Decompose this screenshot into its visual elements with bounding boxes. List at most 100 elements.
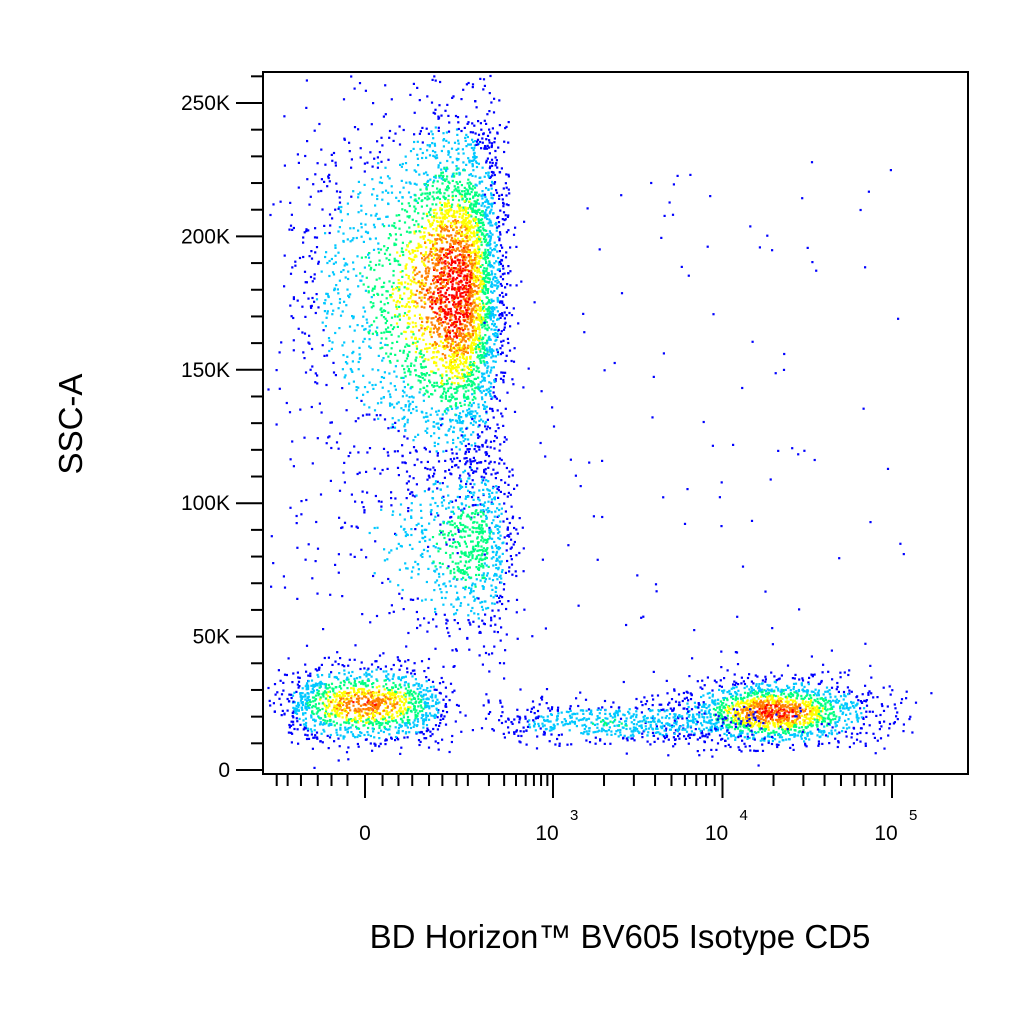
data-point [412,82,415,85]
data-point [423,366,426,369]
data-point [451,520,454,523]
data-point [477,226,480,229]
data-point [478,348,481,351]
data-point [317,190,320,193]
data-point [490,142,494,145]
data-point [512,307,515,310]
data-point [458,300,461,303]
data-point [490,530,493,533]
data-point [449,362,452,366]
data-point [483,175,486,178]
data-point [472,169,475,172]
data-point [459,245,463,248]
data-point [389,361,392,364]
data-point [473,612,476,615]
data-point [427,545,430,548]
data-point [480,233,483,236]
data-point [468,270,471,273]
data-point [488,141,491,144]
data-point [478,193,481,196]
data-point [399,282,402,285]
data-point [445,216,449,219]
data-point [493,141,496,144]
data-point [492,276,495,279]
data-point [390,98,393,101]
data-point [448,520,451,524]
data-point [366,321,369,324]
data-point [446,389,450,393]
data-point [428,252,431,256]
data-point [459,292,462,295]
data-point [473,276,476,279]
data-point [283,164,286,167]
data-point [483,325,486,328]
data-point [452,430,455,434]
data-point [497,489,500,492]
data-point [426,391,429,394]
data-point [332,309,335,312]
data-point [452,605,455,608]
data-point [469,365,473,368]
data-point [460,280,463,283]
data-point [387,311,390,314]
data-point [433,197,436,200]
data-point [406,215,409,218]
data-point [495,573,498,576]
data-point [503,150,506,154]
data-point [420,296,423,299]
data-point [446,522,449,525]
data-point [393,222,396,225]
data-point [339,432,342,435]
data-point [466,182,469,185]
data-point [499,233,502,236]
data-point [443,217,446,220]
data-point [308,255,311,258]
data-point [357,128,360,131]
data-point [439,249,442,252]
data-point [478,298,481,302]
data-point [450,147,454,150]
data-point [392,269,395,273]
data-point [446,485,449,488]
data-point [485,556,488,560]
data-point [454,267,457,270]
data-point [461,248,464,251]
data-point [460,368,463,372]
data-point [476,271,479,274]
data-point [357,360,360,364]
data-point [467,619,470,622]
data-point [459,302,462,306]
data-point [469,304,473,307]
data-point [458,271,461,274]
data-point [439,566,442,569]
data-point [458,192,461,195]
data-point [394,314,397,317]
data-point [441,379,444,382]
data-point [494,245,497,248]
data-point [500,458,503,462]
data-point [294,260,297,263]
data-point [439,296,442,299]
data-point [456,386,459,389]
data-point [493,515,496,518]
data-point [478,238,481,241]
data-point [455,181,458,184]
data-point [400,525,403,528]
data-point [477,387,480,390]
data-point [479,282,482,285]
data-point [468,193,472,196]
data-point [418,296,421,299]
data-point [398,254,402,257]
data-point [438,575,441,578]
data-point [460,230,463,234]
data-point [395,196,398,199]
data-point [398,568,401,571]
data-point [401,162,404,166]
data-point [380,136,383,139]
data-point [404,281,407,284]
data-point [416,618,420,621]
data-point [447,336,450,339]
data-point [487,500,490,503]
data-point [424,329,427,332]
data-point [461,385,464,388]
